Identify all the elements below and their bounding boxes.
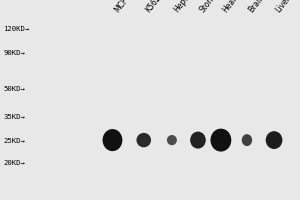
Text: 25KD→: 25KD→: [3, 138, 25, 144]
Text: 90KD→: 90KD→: [3, 50, 25, 56]
Ellipse shape: [103, 129, 122, 151]
Text: Liver: Liver: [274, 0, 293, 14]
Text: 35KD→: 35KD→: [3, 114, 25, 120]
Text: Brain: Brain: [247, 0, 266, 14]
Ellipse shape: [242, 134, 252, 146]
Ellipse shape: [167, 135, 177, 145]
Text: K562: K562: [144, 0, 163, 14]
Ellipse shape: [190, 132, 206, 149]
Text: HepG2: HepG2: [172, 0, 195, 14]
Text: 20KD→: 20KD→: [3, 160, 25, 166]
Text: Stomach: Stomach: [198, 0, 226, 14]
Ellipse shape: [266, 131, 282, 149]
Text: 50KD→: 50KD→: [3, 86, 25, 92]
Ellipse shape: [211, 129, 231, 152]
Text: 120KD→: 120KD→: [3, 26, 29, 32]
Text: Heart: Heart: [221, 0, 241, 14]
Text: MCF-7: MCF-7: [112, 0, 134, 14]
Ellipse shape: [136, 133, 151, 147]
